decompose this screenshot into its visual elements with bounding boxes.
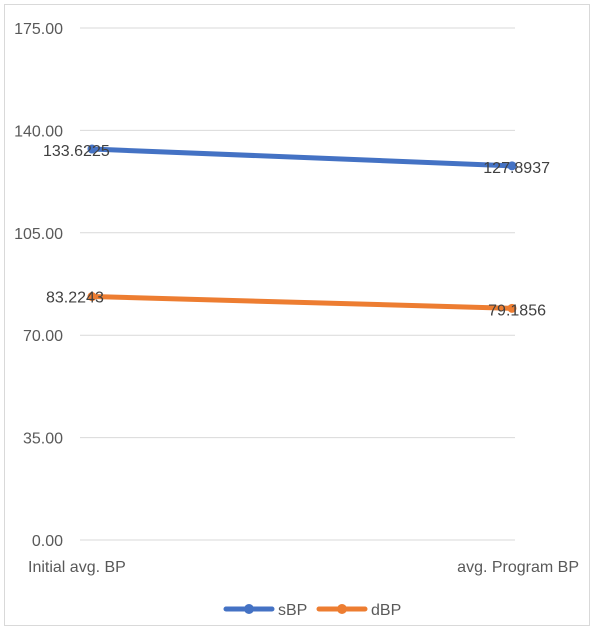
- y-tick-label: 140.00: [14, 123, 63, 140]
- y-tick-label: 0.00: [32, 533, 63, 550]
- legend-swatch-marker: [244, 604, 254, 614]
- data-point-dBP[interactable]: [507, 303, 517, 313]
- legend-item-dBP[interactable]: dBP: [316, 602, 401, 619]
- data-label-dBP: 83.2243: [46, 290, 104, 307]
- x-category-label: avg. Program BP: [457, 559, 579, 576]
- legend[interactable]: sBP dBP: [223, 602, 401, 619]
- legend-label: sBP: [278, 602, 307, 619]
- legend-item-sBP[interactable]: sBP: [223, 602, 307, 619]
- y-axis-ticks: 0.00 35.00 70.00 105.00 140.00 175.00: [14, 21, 63, 550]
- y-tick-label: 70.00: [23, 328, 63, 345]
- y-tick-label: 175.00: [14, 21, 63, 38]
- data-point-sBP[interactable]: [87, 144, 97, 154]
- y-tick-label: 105.00: [14, 226, 63, 243]
- data-label-sBP: 127.8937: [483, 160, 550, 177]
- y-tick-label: 35.00: [23, 431, 63, 448]
- data-point-sBP[interactable]: [507, 161, 517, 171]
- legend-label: dBP: [371, 602, 401, 619]
- x-axis-categories: Initial avg. BP avg. Program BP: [28, 559, 579, 576]
- x-category-label: Initial avg. BP: [28, 559, 126, 576]
- data-label-sBP: 133.6225: [43, 143, 110, 160]
- chart-frame: [4, 4, 590, 626]
- legend-swatch-marker: [337, 604, 347, 614]
- series-group: [87, 144, 517, 313]
- data-point-dBP[interactable]: [87, 292, 97, 302]
- series-line-sBP: [89, 146, 515, 169]
- data-labels: 133.6225 127.8937 83.2243 79.1856: [43, 143, 550, 319]
- data-label-dBP: 79.1856: [488, 302, 546, 319]
- gridlines: [80, 27, 515, 541]
- series-line-dBP: [89, 294, 515, 311]
